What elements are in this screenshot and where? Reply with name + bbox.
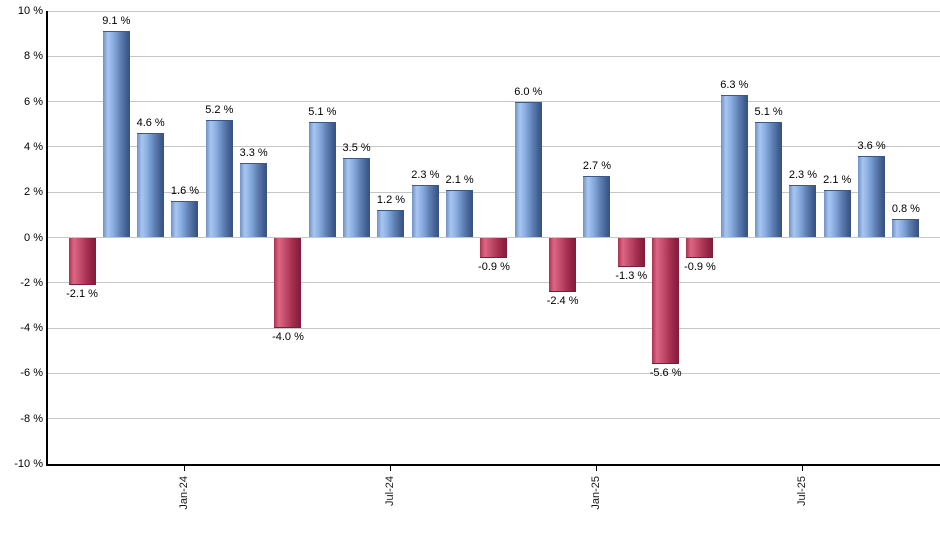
bar — [858, 155, 886, 238]
bar-value-label: 2.1 % — [445, 173, 474, 186]
bar — [411, 185, 439, 238]
y-axis-tick-label: 0 % — [24, 231, 43, 244]
bar-value-label: 3.3 % — [239, 146, 268, 159]
bar — [583, 176, 611, 238]
x-axis-tick-label-text: Jul-25 — [796, 476, 809, 506]
y-axis-tick-label: 10 % — [17, 5, 43, 17]
x-axis-line — [46, 464, 940, 466]
bar-value-label: 3.6 % — [857, 139, 886, 152]
bar-value-label: 2.3 % — [788, 169, 817, 182]
bar-value-label: 2.3 % — [411, 169, 440, 182]
bar — [720, 94, 748, 238]
bar-value-label: 4.6 % — [136, 117, 165, 130]
y-axis-tick-label: -6 % — [20, 367, 43, 380]
y-grid-line — [48, 327, 940, 329]
y-axis-line — [46, 11, 48, 466]
bar-value-label: 1.6 % — [170, 185, 200, 198]
bar-value-label: -4.0 % — [272, 331, 304, 344]
bar-value-label: 2.1 % — [823, 173, 852, 186]
y-grid-line — [48, 10, 940, 12]
x-axis-tick-label-text: Jul-24 — [384, 476, 397, 506]
bar — [480, 237, 508, 258]
y-axis-tick-label: -2 % — [20, 276, 43, 289]
bar-value-label: -1.3 % — [615, 269, 648, 282]
bar — [549, 237, 577, 292]
bar — [68, 237, 96, 286]
x-axis-tick — [802, 466, 804, 471]
bar-value-label: -0.9 % — [684, 260, 716, 273]
bar — [377, 210, 405, 238]
x-axis-tick — [390, 466, 392, 471]
x-axis-tick — [596, 466, 598, 471]
bar — [240, 162, 268, 238]
bar-value-label: -2.1 % — [66, 288, 98, 301]
bar — [789, 185, 817, 238]
bar-value-label: -0.9 % — [478, 260, 510, 273]
y-axis-tick-label: 4 % — [24, 140, 43, 153]
bar — [686, 237, 714, 258]
y-grid-line — [48, 372, 940, 374]
bar — [205, 119, 233, 238]
bar-value-label: 3.5 % — [342, 142, 371, 155]
bar — [102, 31, 130, 238]
y-axis-tick-label: 6 % — [24, 95, 43, 108]
bar-value-label: 5.2 % — [205, 103, 234, 116]
bar-value-label: 6.3 % — [720, 78, 749, 91]
y-grid-line — [48, 282, 940, 284]
bar — [446, 189, 474, 238]
bar-value-label: 9.1 % — [102, 15, 131, 28]
bar — [823, 189, 851, 238]
y-grid-line — [48, 55, 940, 57]
y-grid-line — [48, 418, 940, 420]
y-axis-tick-label: 8 % — [24, 50, 43, 63]
bar — [137, 133, 165, 238]
y-axis-tick-label: -8 % — [20, 412, 43, 425]
bar — [171, 201, 199, 238]
y-grid-line — [48, 146, 940, 148]
bar — [343, 158, 371, 238]
bar-value-label: 1.2 % — [376, 194, 406, 207]
bar-value-label: 2.7 % — [582, 160, 612, 173]
x-axis-tick-label-text: Jan-25 — [590, 476, 603, 510]
y-axis-tick-label: -4 % — [20, 322, 43, 335]
x-axis-tick — [184, 466, 186, 471]
bar — [892, 219, 920, 238]
plot-area: -2.1 % 9.1 % 4.6 % 1.6 % 5.2 % 3.3 % -4.0 % 5.1… — [48, 10, 940, 464]
y-axis-tick-label: -10 % — [14, 458, 43, 470]
bar — [308, 121, 336, 238]
bar — [514, 101, 542, 238]
y-axis-tick-label: 2 % — [24, 186, 43, 199]
x-axis-tick-label-text: Jan-24 — [178, 476, 191, 510]
bar-value-label: 0.8 % — [891, 203, 920, 216]
bar — [617, 237, 645, 267]
bar-value-label: -2.4 % — [546, 294, 579, 307]
bar-value-label: 6.0 % — [514, 85, 543, 98]
bar — [755, 121, 783, 238]
y-grid-line — [48, 101, 940, 103]
bar — [652, 237, 680, 365]
bar-value-label: 5.1 % — [754, 105, 783, 118]
bar-value-label: 5.1 % — [308, 105, 337, 118]
y-grid-line — [48, 191, 940, 193]
bar — [274, 237, 302, 329]
bar-value-label: -5.6 % — [649, 367, 682, 380]
